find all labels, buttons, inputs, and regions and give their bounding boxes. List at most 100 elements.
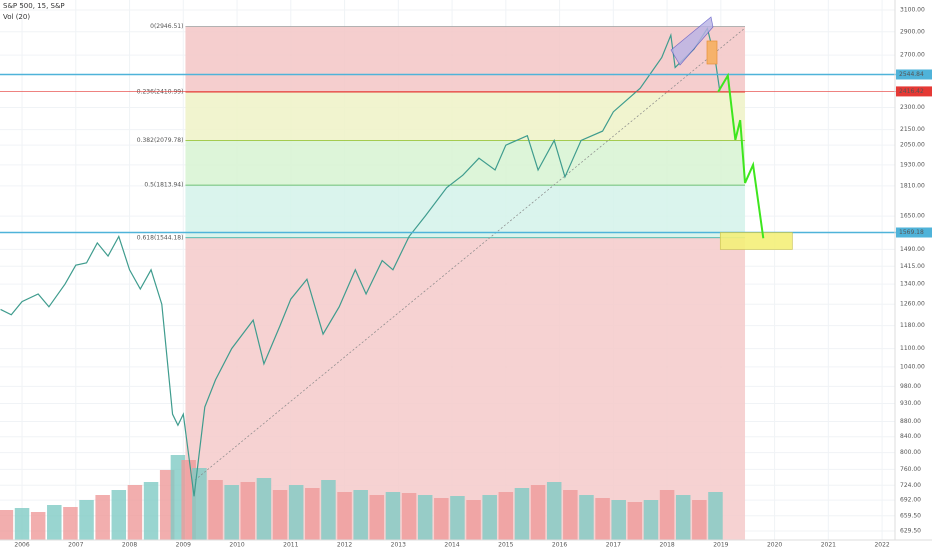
x-tick-label: 2015 — [498, 542, 513, 549]
fib-zone — [185, 92, 746, 141]
chart-title: S&P 500, 15, S&P — [3, 2, 65, 10]
volume-bar — [563, 490, 578, 540]
volume-bar — [482, 495, 497, 540]
wedge-pattern — [670, 16, 714, 66]
volume-bar — [79, 500, 94, 540]
y-tick-label: 1490.00 — [900, 246, 925, 253]
volume-bar — [692, 500, 707, 540]
volume-bar — [111, 490, 127, 540]
y-tick-label: 840.00 — [900, 433, 921, 440]
volume-bar — [385, 492, 401, 540]
pattern-box — [706, 40, 718, 65]
y-tick-label: 2050.00 — [900, 142, 925, 149]
y-tick-label: 2900.00 — [900, 28, 925, 35]
trend-line — [194, 27, 746, 481]
volume-bar — [530, 485, 546, 540]
y-tick-label: 1100.00 — [900, 345, 925, 352]
volume-bar — [708, 492, 723, 540]
x-tick-label: 2012 — [337, 542, 352, 549]
volume-bar — [321, 480, 336, 540]
volume-bar — [611, 500, 626, 540]
fib-label: 0.236(2410.99) — [137, 89, 184, 96]
price-line — [0, 26, 721, 497]
x-tick-label: 2018 — [659, 542, 674, 549]
volume-bar — [95, 495, 110, 540]
volume-bar — [14, 508, 30, 540]
volume-bar — [192, 468, 207, 540]
y-tick-label: 724.00 — [900, 482, 921, 489]
y-tick-label: 2300.00 — [900, 104, 925, 111]
volume-bar — [675, 495, 691, 540]
fib-label: 0(2946.51) — [150, 23, 183, 30]
x-tick-label: 2020 — [767, 542, 782, 549]
target-box — [719, 232, 793, 250]
fib-zone — [185, 185, 746, 238]
volume-bar — [417, 495, 433, 540]
y-tick-label: 1415.00 — [900, 263, 925, 270]
projection-line — [717, 72, 765, 239]
y-tick-label: 1040.00 — [900, 363, 925, 370]
fib-label: 0.5(1813.94) — [144, 182, 183, 189]
volume-bar — [627, 502, 643, 540]
volume-bar — [401, 493, 417, 540]
fib-zone — [185, 237, 746, 540]
volume-bar — [514, 488, 530, 540]
volume-bar — [0, 510, 14, 540]
volume-bar — [288, 485, 304, 540]
y-tick-label: 3100.00 — [900, 7, 925, 14]
y-tick-label: 1260.00 — [900, 301, 925, 308]
volume-bar — [305, 488, 320, 540]
y-tick-label: 880.00 — [900, 418, 921, 425]
volume-bar — [659, 490, 675, 540]
y-tick-label: 930.00 — [900, 400, 921, 407]
x-tick-label: 2010 — [229, 542, 244, 549]
x-tick-label: 2013 — [391, 542, 406, 549]
volume-bar — [224, 485, 239, 540]
x-tick-label: 2017 — [606, 542, 621, 549]
volume-bar — [450, 496, 465, 540]
y-tick-label: 1180.00 — [900, 322, 925, 329]
volume-bar — [47, 505, 62, 540]
volume-bar — [337, 492, 352, 540]
y-tick-label: 980.00 — [900, 383, 921, 390]
y-tick-label: 2150.00 — [900, 126, 925, 133]
x-tick-label: 2008 — [122, 542, 137, 549]
y-tick-label: 1340.00 — [900, 281, 925, 288]
volume-bar — [272, 490, 288, 540]
volume-bar — [595, 498, 610, 540]
volume-bar — [353, 490, 368, 540]
y-tick-label: 2700.00 — [900, 52, 925, 59]
y-tick-label: 1650.00 — [900, 213, 925, 220]
x-tick-label: 2021 — [821, 542, 836, 549]
fib-label: 0.382(2079.78) — [137, 137, 184, 144]
x-tick-label: 2019 — [713, 542, 728, 549]
volume-bar — [466, 500, 481, 540]
volume-title: Vol (20) — [3, 13, 30, 21]
y-tick-label: 1930.00 — [900, 161, 925, 168]
price-tag-label: 2416.42 — [899, 88, 924, 95]
price-tag — [896, 86, 932, 97]
y-tick-label: 692.00 — [900, 497, 921, 504]
price-tag-label: 1569.18 — [899, 229, 924, 236]
y-tick-label: 629.50 — [900, 528, 921, 535]
volume-bar — [643, 500, 659, 540]
x-tick-label: 2011 — [283, 542, 298, 549]
x-tick-label: 2009 — [176, 542, 191, 549]
fib-zone — [185, 26, 746, 93]
price-tag — [896, 227, 932, 238]
volume-bar — [498, 492, 514, 540]
volume-bar — [546, 482, 562, 540]
y-tick-label: 800.00 — [900, 449, 921, 456]
volume-bar — [208, 480, 223, 540]
x-tick-label: 2006 — [14, 542, 29, 549]
y-tick-label: 760.00 — [900, 466, 921, 473]
volume-bar — [240, 482, 256, 540]
volume-bar — [434, 498, 449, 540]
x-tick-label: 2014 — [444, 542, 459, 549]
fib-label: 0.618(1544.18) — [137, 234, 184, 241]
y-tick-label: 1810.00 — [900, 182, 925, 189]
x-tick-label: 2007 — [68, 542, 83, 549]
